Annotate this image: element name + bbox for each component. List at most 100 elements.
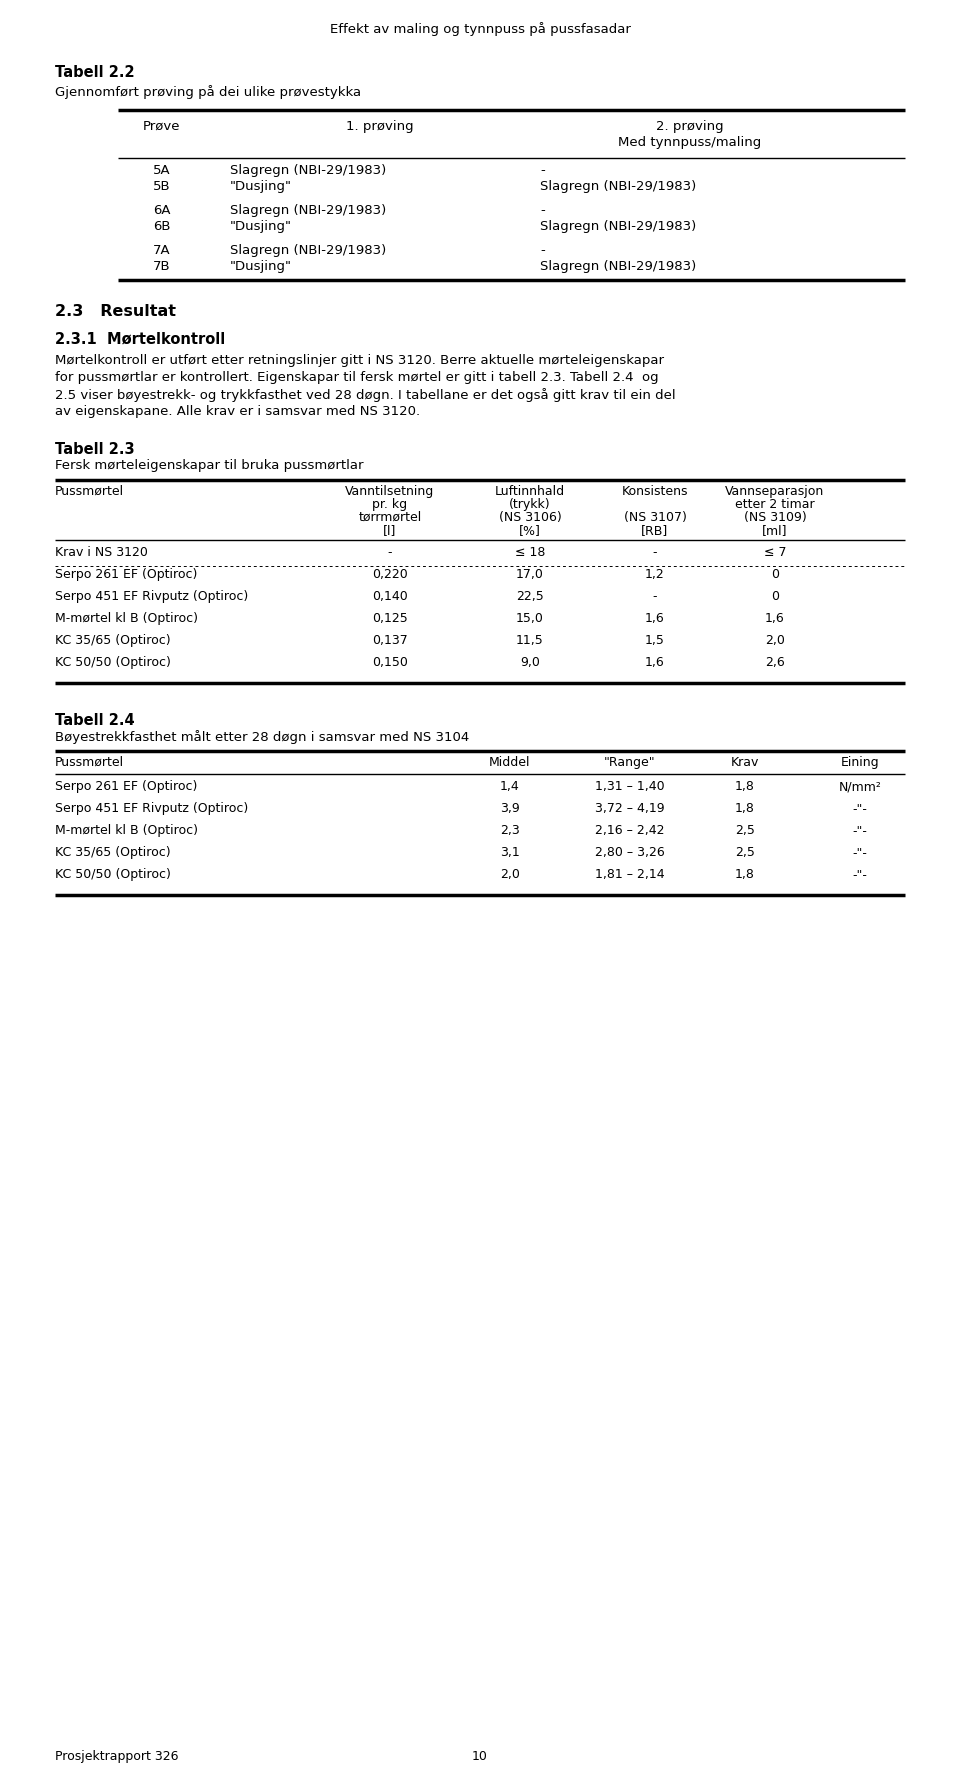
Text: Tabell 2.3: Tabell 2.3: [55, 442, 134, 457]
Text: M-mørtel kl B (Optiroc): M-mørtel kl B (Optiroc): [55, 613, 198, 625]
Text: ≤ 7: ≤ 7: [764, 546, 786, 560]
Text: -"-: -"-: [852, 825, 868, 837]
Text: 2,0: 2,0: [765, 634, 785, 646]
Text: pr. kg: pr. kg: [372, 498, 408, 510]
Text: 1,2: 1,2: [645, 569, 665, 581]
Text: 2,0: 2,0: [500, 869, 520, 881]
Text: KC 50/50 (Optiroc): KC 50/50 (Optiroc): [55, 655, 171, 669]
Text: 2.3   Resultat: 2.3 Resultat: [55, 304, 176, 320]
Text: Mørtelkontroll er utført etter retningslinjer gitt i NS 3120. Berre aktuelle mør: Mørtelkontroll er utført etter retningsl…: [55, 353, 664, 367]
Text: "Dusjing": "Dusjing": [230, 180, 292, 192]
Text: 3,72 – 4,19: 3,72 – 4,19: [595, 802, 665, 814]
Text: -"-: -"-: [852, 869, 868, 881]
Text: Serpo 261 EF (Optiroc): Serpo 261 EF (Optiroc): [55, 781, 198, 793]
Text: 1,4: 1,4: [500, 781, 520, 793]
Text: Vanntilsetning: Vanntilsetning: [346, 486, 435, 498]
Text: Luftinnhald: Luftinnhald: [495, 486, 565, 498]
Text: 2.3.1  Mørtelkontroll: 2.3.1 Mørtelkontroll: [55, 332, 226, 346]
Text: 17,0: 17,0: [516, 569, 544, 581]
Text: 1,6: 1,6: [645, 655, 665, 669]
Text: 2.5 viser bøyestrekk- og trykkfasthet ved 28 døgn. I tabellane er det også gitt : 2.5 viser bøyestrekk- og trykkfasthet ve…: [55, 389, 676, 403]
Text: 1. prøving: 1. prøving: [347, 120, 414, 132]
Text: 0,150: 0,150: [372, 655, 408, 669]
Text: [RB]: [RB]: [641, 525, 668, 537]
Text: Bøyestrekkfasthet målt etter 28 døgn i samsvar med NS 3104: Bøyestrekkfasthet målt etter 28 døgn i s…: [55, 729, 469, 743]
Text: 1,81 – 2,14: 1,81 – 2,14: [595, 869, 665, 881]
Text: -: -: [540, 244, 544, 258]
Text: 7A: 7A: [154, 244, 171, 258]
Text: "Range": "Range": [604, 756, 656, 768]
Text: etter 2 timar: etter 2 timar: [735, 498, 815, 510]
Text: [%]: [%]: [519, 525, 540, 537]
Text: Slagregn (NBI-29/1983): Slagregn (NBI-29/1983): [540, 180, 696, 192]
Text: 10: 10: [472, 1750, 488, 1762]
Text: Tabell 2.4: Tabell 2.4: [55, 713, 134, 728]
Text: 5A: 5A: [154, 164, 171, 177]
Text: Serpo 261 EF (Optiroc): Serpo 261 EF (Optiroc): [55, 569, 198, 581]
Text: 22,5: 22,5: [516, 590, 544, 602]
Text: -: -: [653, 546, 658, 560]
Text: tørrmørtel: tørrmørtel: [358, 510, 421, 525]
Text: "Dusjing": "Dusjing": [230, 221, 292, 233]
Text: 1,6: 1,6: [765, 613, 785, 625]
Text: 15,0: 15,0: [516, 613, 544, 625]
Text: 11,5: 11,5: [516, 634, 544, 646]
Text: Effekt av maling og tynnpuss på pussfasadar: Effekt av maling og tynnpuss på pussfasa…: [329, 21, 631, 35]
Text: 7B: 7B: [154, 260, 171, 274]
Text: Krav: Krav: [731, 756, 759, 768]
Text: 1,8: 1,8: [735, 802, 755, 814]
Text: 0: 0: [771, 590, 779, 602]
Text: 1,5: 1,5: [645, 634, 665, 646]
Text: 0,137: 0,137: [372, 634, 408, 646]
Text: [ml]: [ml]: [762, 525, 788, 537]
Text: Slagregn (NBI-29/1983): Slagregn (NBI-29/1983): [230, 244, 386, 258]
Text: Prøve: Prøve: [143, 120, 180, 132]
Text: Slagregn (NBI-29/1983): Slagregn (NBI-29/1983): [540, 221, 696, 233]
Text: KC 35/65 (Optiroc): KC 35/65 (Optiroc): [55, 634, 171, 646]
Text: 2,5: 2,5: [735, 846, 755, 858]
Text: 1,6: 1,6: [645, 613, 665, 625]
Text: M-mørtel kl B (Optiroc): M-mørtel kl B (Optiroc): [55, 825, 198, 837]
Text: KC 50/50 (Optiroc): KC 50/50 (Optiroc): [55, 869, 171, 881]
Text: 6A: 6A: [154, 205, 171, 217]
Text: -: -: [540, 205, 544, 217]
Text: -: -: [540, 164, 544, 177]
Text: 2,3: 2,3: [500, 825, 520, 837]
Text: 0,220: 0,220: [372, 569, 408, 581]
Text: [l]: [l]: [383, 525, 396, 537]
Text: Prosjektrapport 326: Prosjektrapport 326: [55, 1750, 179, 1762]
Text: 0: 0: [771, 569, 779, 581]
Text: Pussmørtel: Pussmørtel: [55, 756, 124, 768]
Text: 2,80 – 3,26: 2,80 – 3,26: [595, 846, 665, 858]
Text: 2,16 – 2,42: 2,16 – 2,42: [595, 825, 664, 837]
Text: -: -: [388, 546, 393, 560]
Text: Konsistens: Konsistens: [622, 486, 688, 498]
Text: KC 35/65 (Optiroc): KC 35/65 (Optiroc): [55, 846, 171, 858]
Text: 3,9: 3,9: [500, 802, 520, 814]
Text: Gjennomført prøving på dei ulike prøvestykka: Gjennomført prøving på dei ulike prøvest…: [55, 85, 361, 99]
Text: 1,8: 1,8: [735, 869, 755, 881]
Text: -"-: -"-: [852, 846, 868, 858]
Text: Slagregn (NBI-29/1983): Slagregn (NBI-29/1983): [540, 260, 696, 274]
Text: Slagregn (NBI-29/1983): Slagregn (NBI-29/1983): [230, 205, 386, 217]
Text: Slagregn (NBI-29/1983): Slagregn (NBI-29/1983): [230, 164, 386, 177]
Text: Middel: Middel: [490, 756, 531, 768]
Text: 2,5: 2,5: [735, 825, 755, 837]
Text: (NS 3107): (NS 3107): [624, 510, 686, 525]
Text: (trykk): (trykk): [509, 498, 551, 510]
Text: 2. prøving: 2. prøving: [657, 120, 724, 132]
Text: Pussmørtel: Pussmørtel: [55, 486, 124, 498]
Text: 1,8: 1,8: [735, 781, 755, 793]
Text: -: -: [653, 590, 658, 602]
Text: 9,0: 9,0: [520, 655, 540, 669]
Text: Krav i NS 3120: Krav i NS 3120: [55, 546, 148, 560]
Text: -"-: -"-: [852, 802, 868, 814]
Text: Vannseparasjon: Vannseparasjon: [726, 486, 825, 498]
Text: Serpo 451 EF Rivputz (Optiroc): Serpo 451 EF Rivputz (Optiroc): [55, 590, 249, 602]
Text: 2,6: 2,6: [765, 655, 785, 669]
Text: N/mm²: N/mm²: [839, 781, 881, 793]
Text: 0,125: 0,125: [372, 613, 408, 625]
Text: (NS 3106): (NS 3106): [498, 510, 562, 525]
Text: "Dusjing": "Dusjing": [230, 260, 292, 274]
Text: Tabell 2.2: Tabell 2.2: [55, 65, 134, 79]
